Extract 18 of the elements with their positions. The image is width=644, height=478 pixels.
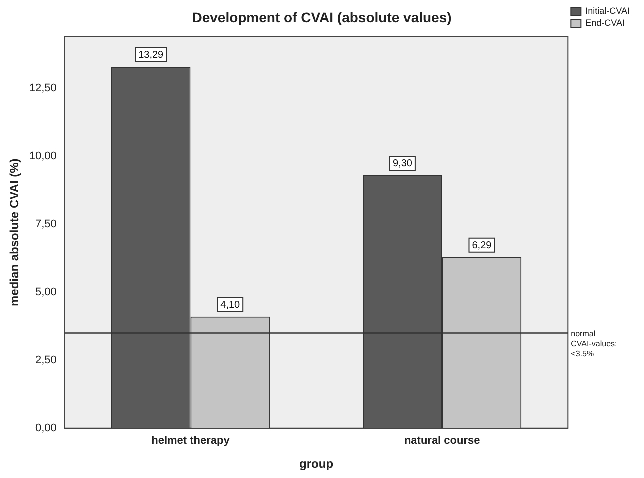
y-tick-label: 12,50 (29, 82, 57, 94)
legend-label: Initial-CVAI (586, 6, 630, 16)
data-label: 4,10 (220, 300, 241, 312)
data-label: 9,30 (392, 158, 413, 170)
ref-line-label: normal CVAI-values: <3.5% (571, 329, 618, 358)
y-tick-label: 2,50 (36, 354, 57, 366)
data-label: 13,29 (138, 50, 164, 62)
legend-label: End-CVAI (586, 18, 626, 28)
y-axis-title: median absolute CVAI (%) (8, 158, 22, 306)
data-label: 6,29 (472, 240, 492, 252)
x-tick-label: helmet therapy (152, 435, 231, 448)
chart-title: Development of CVAI (absolute values) (192, 9, 452, 26)
y-tick-label: 10,00 (29, 150, 57, 162)
y-tick-label: 0,00 (36, 422, 57, 434)
x-axis-title: group (300, 457, 334, 472)
y-tick-label: 5,00 (36, 286, 57, 298)
x-tick-label: natural course (404, 435, 480, 448)
y-tick-label: 7,50 (36, 218, 57, 230)
